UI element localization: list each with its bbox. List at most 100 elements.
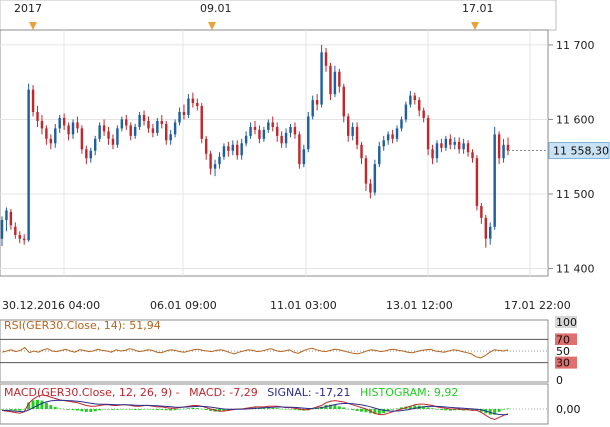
histogram-bar [98,409,102,411]
histogram-bar [470,409,474,411]
candle [178,107,181,126]
candle-body [111,138,115,145]
candle-body [346,116,350,136]
candle-body [369,183,372,193]
candle [373,159,377,196]
histogram-bar [0,409,4,410]
rsi-level-label: 100 [556,316,577,329]
candle [462,138,465,154]
candle [133,123,137,139]
candle [71,119,75,139]
histogram-bar [422,406,426,409]
candle-body [471,152,474,159]
candle-body [360,144,363,159]
candle-body [244,135,248,144]
candle-body [18,235,21,239]
candle-body [178,112,181,123]
candle-body [386,134,390,141]
candle [391,129,394,144]
candle [102,119,106,136]
candle [240,138,243,160]
candle [502,138,505,163]
candle-body [351,126,354,136]
candle [58,114,61,133]
candle [27,83,30,242]
histogram-bar [186,408,190,409]
candle [116,125,119,148]
candle-body [449,138,452,145]
price-tick-label: 11 400 [556,263,595,276]
histogram-bar [13,409,17,411]
candle-body [280,135,283,144]
histogram-bar [115,409,119,410]
candle [147,116,150,133]
candle-body [102,125,106,132]
candle [262,126,266,142]
candle [253,120,257,135]
candle [342,83,345,123]
candle-body [271,122,274,127]
candle [382,135,385,151]
candle-body [129,125,132,136]
macd-tick-label: 0,00 [556,403,581,416]
candle [231,140,235,156]
x-tick-label: 17.01 22:00 [504,299,571,312]
histogram-bar [266,407,270,409]
timeline-bar [0,0,557,31]
macd-line [1,394,509,421]
candle-body [373,164,377,193]
histogram-bar [173,409,177,411]
macd-series [0,394,548,421]
candle [40,114,44,135]
candle-body [31,89,35,112]
rsi-title: RSI(GER30.Close, 14): 51,94 [4,319,161,332]
candle [413,92,417,105]
candle [80,125,84,154]
candle-body [165,123,168,141]
candle [218,152,221,169]
candle [418,97,421,117]
candle [271,116,274,132]
histogram-bar [204,409,208,410]
candle [506,137,510,156]
candle-body [98,125,101,139]
histogram-bar [129,409,133,410]
histogram-bar [133,409,137,411]
candle-body [93,138,97,151]
candle [426,114,430,156]
histogram-bar [9,409,13,411]
candle [289,123,292,138]
histogram-bar [89,409,93,412]
histogram-bar [457,409,461,411]
candle-body [27,89,30,241]
candle-body [400,119,403,129]
candle-body [258,129,261,139]
candle [307,112,310,153]
rsi-level-label: 30 [556,357,570,370]
histogram-bar [346,408,350,410]
candle-body [107,131,110,139]
candle-body [422,110,425,118]
candle-body [89,150,92,159]
candle-body [431,149,434,159]
candle [298,131,301,169]
candle [204,135,208,160]
timeline-labels: 2017 09.01 17.01 [14,2,494,30]
candle [404,101,408,123]
candle [324,47,328,72]
candle-body [191,98,195,104]
candle-body [85,149,88,159]
histogram-bar [355,409,359,411]
x-tick-label: 13.01 12:00 [386,299,453,312]
candle-body [457,141,461,150]
histogram-bar [391,409,395,410]
candle-body [355,126,359,145]
price-tick-label: 11 600 [556,113,595,126]
candle [45,125,48,145]
histogram-bar [275,408,279,409]
candle-body [262,129,266,139]
candle-body [173,122,177,135]
histogram-bar [408,405,412,409]
candle-body [156,120,159,133]
histogram-bar [62,409,66,410]
